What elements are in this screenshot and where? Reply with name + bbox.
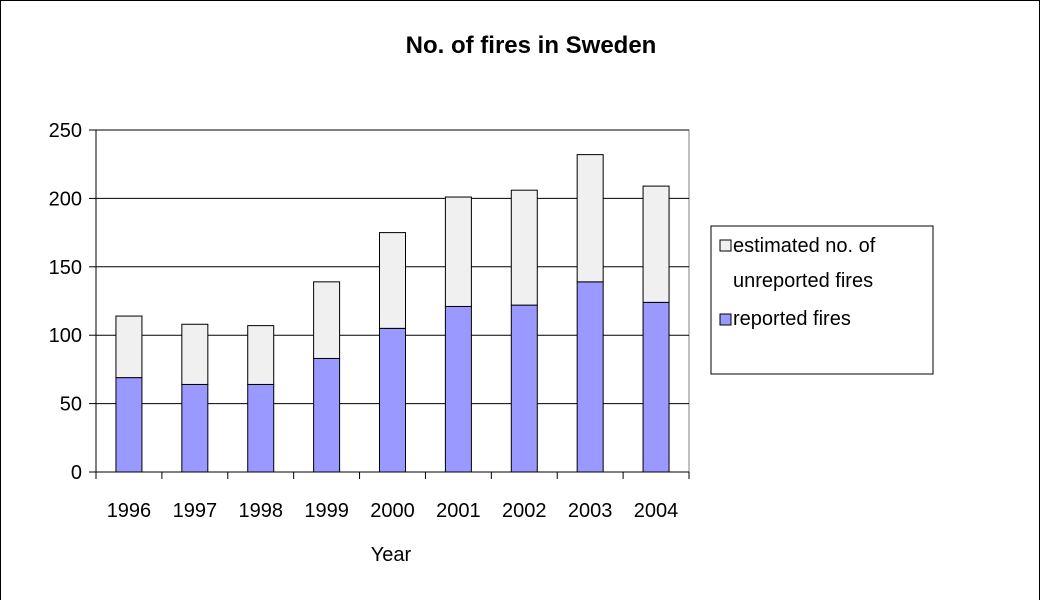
legend-label-reported: reported fires xyxy=(733,308,851,330)
bar-unreported-fires xyxy=(576,154,604,283)
legend-box xyxy=(710,225,934,375)
bar-unreported-fires xyxy=(510,189,538,306)
bar-reported-fires xyxy=(444,305,472,473)
bar-reported-fires xyxy=(379,327,406,473)
bar-unreported-fires xyxy=(247,325,275,385)
x-tick-label: 1998 xyxy=(238,500,283,522)
x-axis-title: Year xyxy=(371,544,412,566)
x-tick-label: 2001 xyxy=(436,500,481,522)
y-tick-label: 100 xyxy=(49,325,82,347)
bar-reported-fires xyxy=(181,383,209,473)
x-tick-label: 2004 xyxy=(634,500,679,522)
y-tick-label: 150 xyxy=(49,257,82,279)
y-tick-label: 250 xyxy=(49,120,82,142)
y-tick-label: 50 xyxy=(60,394,82,416)
legend-swatch-reported xyxy=(719,313,732,326)
legend: estimated no. of unreported fires report… xyxy=(710,225,934,375)
x-tick-label: 2000 xyxy=(370,500,415,522)
bar-unreported-fires xyxy=(313,281,341,359)
legend-swatch-unreported xyxy=(719,239,732,252)
bar-reported-fires xyxy=(576,281,604,473)
bar-unreported-fires xyxy=(642,185,670,303)
bar-unreported-fires xyxy=(181,323,209,385)
plot-area: 0 50 100 150 200 250 1996 1997 1998 1999 2000 2001 2… xyxy=(49,120,690,522)
bar-reported-fires xyxy=(313,357,341,473)
bar-unreported-fires xyxy=(444,196,472,307)
x-tick-label: 1997 xyxy=(173,500,218,522)
bar-reported-fires xyxy=(642,301,670,473)
x-tick-label: 2003 xyxy=(568,500,613,522)
x-tick-label: 1996 xyxy=(107,500,152,522)
legend-label-unreported-line1: estimated no. of xyxy=(733,235,876,257)
x-tick-label: 2002 xyxy=(502,500,547,522)
y-tick-label: 0 xyxy=(71,462,82,484)
bar-reported-fires xyxy=(510,304,538,473)
bar-unreported-fires xyxy=(379,232,406,329)
legend-label-unreported-line2: unreported fires xyxy=(733,270,873,292)
x-tick-label: 1999 xyxy=(304,500,349,522)
bar-reported-fires xyxy=(115,377,143,473)
bar-unreported-fires xyxy=(115,315,143,379)
bar-reported-fires xyxy=(247,383,275,473)
y-tick-label: 200 xyxy=(49,188,82,210)
chart-title: No. of fires in Sweden xyxy=(406,32,657,59)
